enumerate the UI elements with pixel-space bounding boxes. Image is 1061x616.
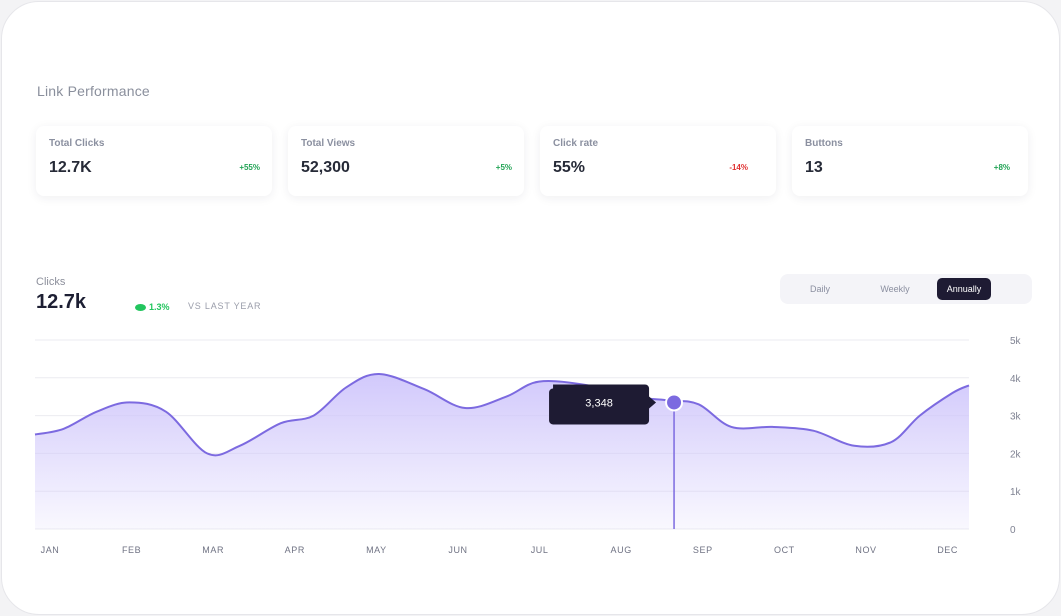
- stat-card-label: Total Clicks: [49, 138, 105, 149]
- tooltip-box: [549, 384, 657, 425]
- growth-indicator: 1.3%: [135, 301, 170, 313]
- stat-card-change: -14%: [729, 163, 748, 172]
- stat-cards: Total Clicks 12.7K +55% Total Views 52,3…: [36, 126, 1028, 196]
- x-tick-label: SEP: [693, 545, 713, 555]
- clicks-label: Clicks: [36, 276, 66, 288]
- x-tick-label: NOV: [855, 545, 876, 555]
- tooltip-value: 3,348: [585, 397, 613, 409]
- x-tick-label: MAY: [366, 545, 387, 555]
- growth-dot-icon: [135, 303, 146, 311]
- stat-card-value: 13: [805, 159, 823, 176]
- x-tick-label: AUG: [611, 545, 632, 555]
- period-annually-button[interactable]: Annually: [937, 278, 991, 300]
- x-tick-label: JUL: [531, 545, 549, 555]
- stat-card-change: +8%: [993, 163, 1010, 172]
- x-tick-label: DEC: [937, 545, 958, 555]
- period-daily-button[interactable]: Daily: [809, 284, 830, 294]
- stat-card-change: +5%: [495, 163, 512, 172]
- stat-card-label: Click rate: [553, 138, 599, 149]
- clicks-total: 12.7k: [36, 291, 87, 313]
- comparison-label: VS LAST YEAR: [188, 301, 262, 311]
- period-toggle: Daily Weekly Annually: [780, 274, 1032, 304]
- section-title: Link Performance: [37, 83, 150, 99]
- stat-card-buttons[interactable]: Buttons 13 +8%: [792, 126, 1028, 196]
- x-tick-label: OCT: [774, 545, 795, 555]
- period-weekly-button[interactable]: Weekly: [880, 284, 910, 294]
- y-tick-label: 3k: [1010, 412, 1022, 423]
- y-tick-label: 2k: [1010, 449, 1022, 460]
- y-tick-label: 5k: [1010, 336, 1022, 347]
- x-tick-label: FEB: [122, 545, 141, 555]
- stat-card-label: Total Views: [301, 138, 356, 149]
- series-area: [35, 373, 969, 529]
- stat-card-total-views[interactable]: Total Views 52,300 +5%: [288, 126, 524, 196]
- stat-card-value: 55%: [553, 159, 586, 176]
- y-tick-label: 0: [1010, 525, 1016, 536]
- series-line: [34, 372, 970, 457]
- x-tick-label: APR: [285, 545, 305, 555]
- y-tick-label: 4k: [1010, 374, 1022, 385]
- highlight-point[interactable]: [665, 393, 684, 412]
- growth-value: 1.3%: [149, 302, 170, 312]
- stat-card-change: +55%: [239, 163, 260, 172]
- y-tick-label: 1k: [1010, 487, 1022, 498]
- x-tick-label: JUN: [448, 545, 467, 555]
- x-tick-label: MAR: [202, 545, 224, 555]
- stat-card-value: 52,300: [301, 159, 350, 176]
- stat-card-value: 12.7K: [49, 159, 92, 176]
- stat-card-click-rate[interactable]: Click rate 55% -14%: [540, 126, 776, 196]
- x-tick-label: JAN: [41, 545, 60, 555]
- stat-card-label: Buttons: [805, 138, 843, 149]
- stat-card-total-clicks[interactable]: Total Clicks 12.7K +55%: [36, 126, 272, 196]
